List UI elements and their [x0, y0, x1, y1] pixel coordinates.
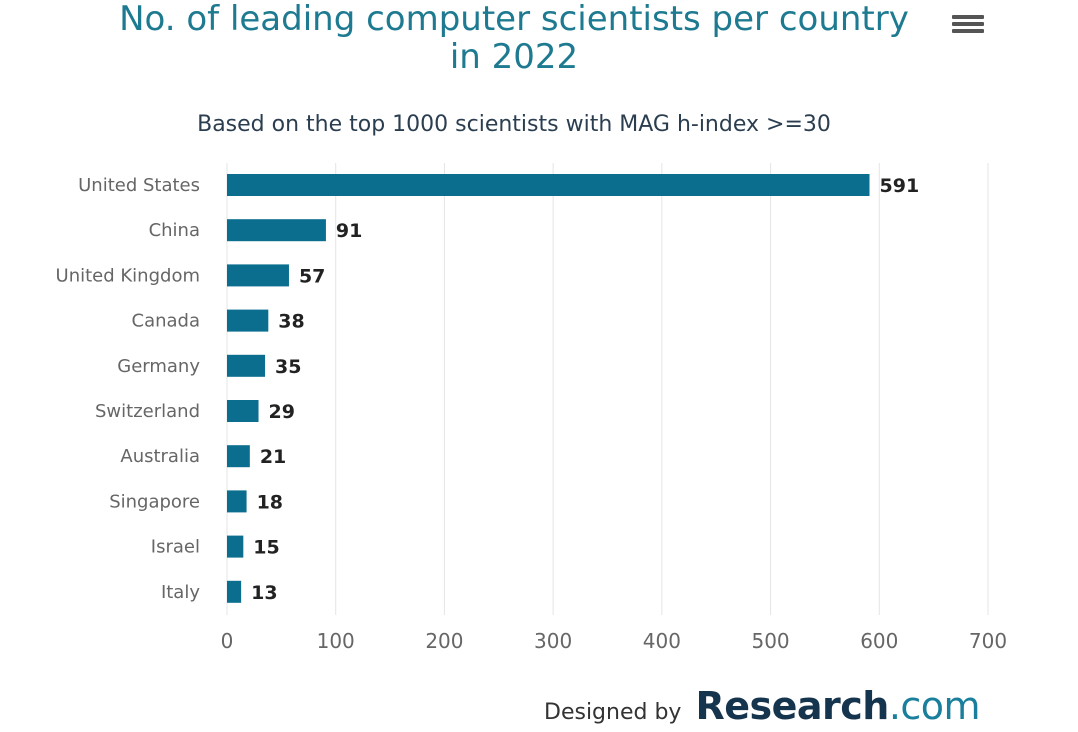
data-label: 91 [336, 220, 362, 242]
hamburger-menu-icon[interactable] [952, 12, 984, 38]
bar [227, 219, 326, 242]
brand-main: Research [695, 684, 889, 728]
category-label: Singapore [109, 491, 200, 512]
bar [227, 354, 266, 377]
data-label: 38 [278, 311, 304, 333]
data-label: 13 [251, 582, 277, 604]
category-label: Australia [120, 446, 200, 467]
bar [227, 535, 244, 558]
category-label: Italy [161, 582, 200, 603]
bar-chart: 0 100 200 300 400 500 600 700 United States 591 Ch… [56, 163, 1007, 653]
x-tick-label: 0 [221, 629, 234, 653]
designed-by-text: Designed by [544, 700, 682, 725]
x-tick-label: 700 [969, 629, 1007, 653]
data-label: 591 [880, 175, 920, 197]
chart-subtitle: Based on the top 1000 scientists with MA… [197, 112, 831, 137]
chart-title: No. of leading computer scientists per c… [0, 0, 1028, 76]
title-line-1: No. of leading computer scientists per c… [119, 0, 909, 39]
x-tick-label: 600 [860, 629, 898, 653]
data-label: 15 [253, 537, 279, 559]
data-label: 29 [269, 401, 295, 423]
category-label: Canada [132, 311, 201, 332]
category-label: Switzerland [95, 401, 200, 422]
bar [227, 174, 870, 196]
category-label: Israel [151, 537, 200, 558]
bar [227, 264, 289, 287]
data-label: 35 [275, 356, 301, 378]
category-label: United States [78, 175, 200, 196]
data-label: 18 [257, 491, 283, 513]
brand-suffix: .com [888, 684, 981, 728]
brand-logo[interactable]: Research.com [695, 684, 980, 728]
x-tick-label: 100 [317, 629, 355, 653]
bar [227, 580, 242, 603]
bar [227, 445, 250, 468]
data-label: 21 [260, 446, 286, 468]
x-tick-label: 200 [425, 629, 463, 653]
bar [227, 400, 259, 422]
footer-credit: Designed by Research.com [544, 684, 981, 728]
category-label: United Kingdom [56, 265, 200, 286]
x-tick-label: 500 [751, 629, 789, 653]
category-label: China [149, 220, 200, 241]
x-tick-label: 400 [643, 629, 681, 653]
category-label: Germany [117, 356, 200, 377]
title-line-2: in 2022 [449, 37, 579, 77]
data-label: 57 [299, 265, 325, 287]
bar [227, 490, 247, 513]
x-tick-label: 300 [534, 629, 572, 653]
bar [227, 309, 269, 332]
